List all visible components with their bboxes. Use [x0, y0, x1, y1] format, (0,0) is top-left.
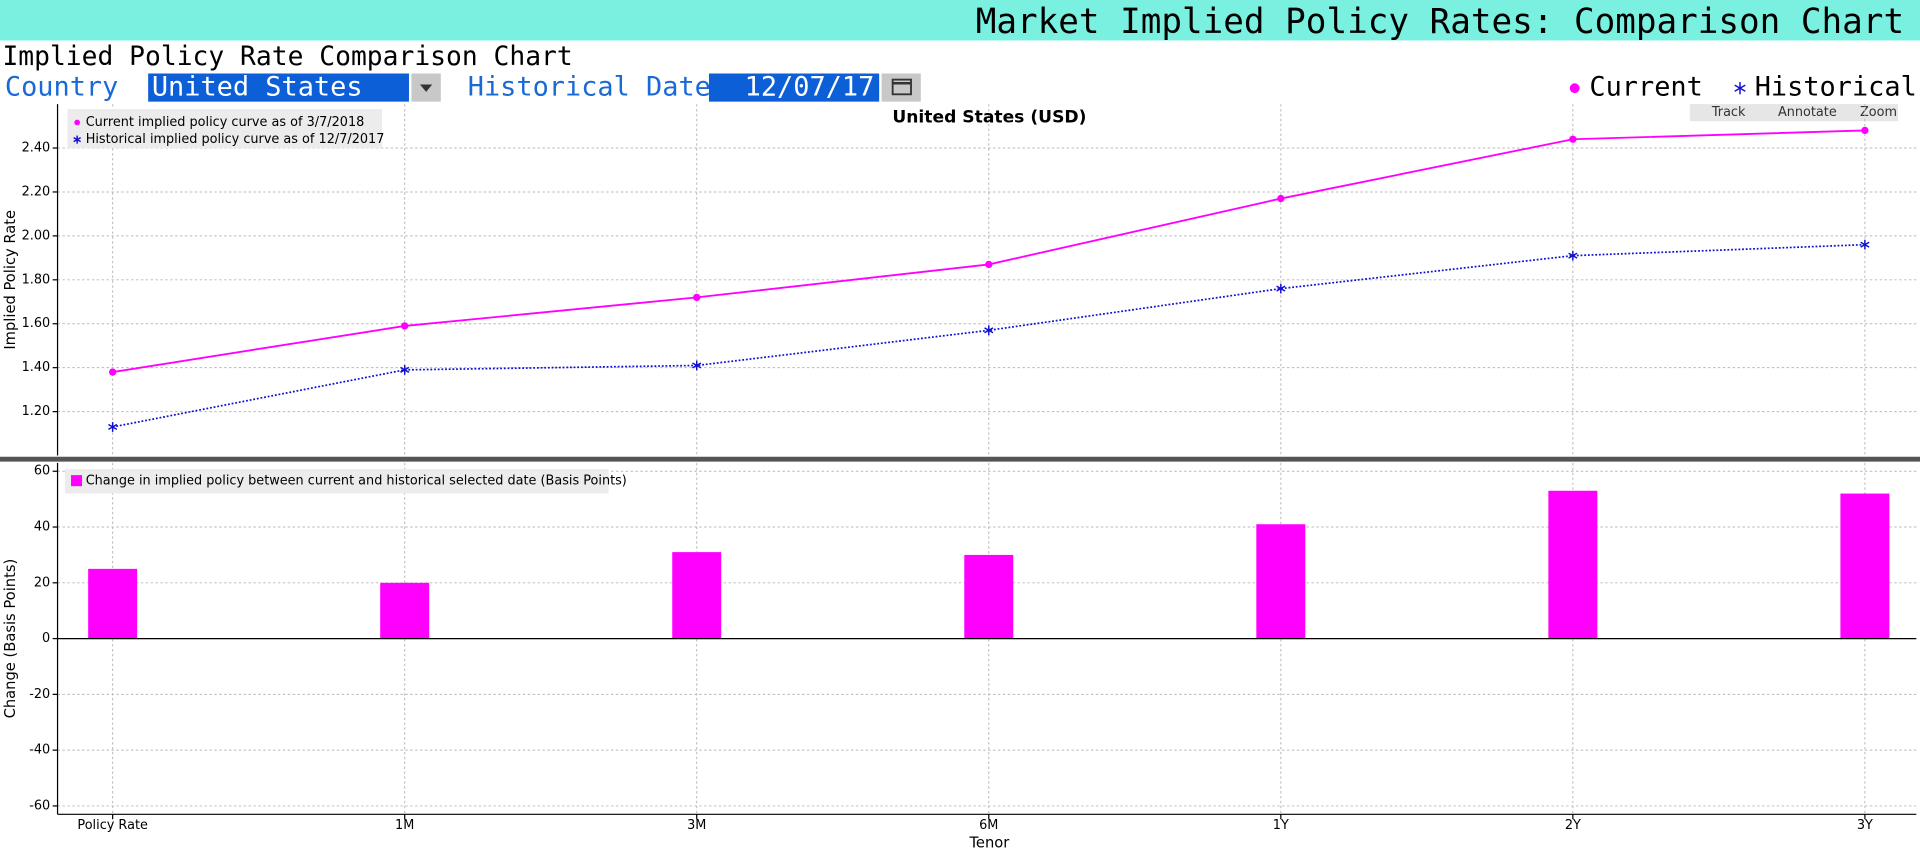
point — [1277, 194, 1285, 203]
toolbar-button[interactable]: Zoom — [1860, 105, 1897, 120]
point-stroke — [1860, 241, 1870, 248]
subtitle: Implied Policy Rate Comparison Chart — [2, 42, 572, 72]
y-tick-label: 20 — [34, 575, 50, 590]
y-tick-label: 1.60 — [22, 316, 51, 331]
point — [1860, 239, 1870, 250]
chart-title: United States (USD) — [892, 108, 1086, 128]
point — [73, 135, 82, 144]
country-value[interactable]: United States — [152, 72, 363, 103]
bar — [1548, 490, 1598, 639]
point — [108, 422, 118, 432]
bar — [1840, 493, 1890, 639]
y-tick-label: -40 — [29, 743, 50, 758]
x-tick-label: Policy Rate — [77, 818, 148, 833]
x-tick-label: 3M — [687, 818, 706, 833]
bar — [964, 554, 1014, 639]
y-tick-label: 1.40 — [22, 360, 51, 375]
point — [1861, 126, 1869, 135]
legend-box — [67, 108, 383, 149]
country-label: Country — [5, 72, 118, 103]
y-axis-label: Change (Basis Points) — [2, 559, 19, 719]
point — [1569, 135, 1577, 143]
date-input[interactable] — [708, 73, 880, 102]
date-value[interactable]: 12/07/17 — [745, 72, 875, 103]
point — [1568, 250, 1578, 261]
y-tick-label: 2.20 — [22, 184, 51, 199]
y-tick-label: 40 — [34, 520, 50, 535]
point — [1734, 82, 1746, 95]
bar — [380, 582, 430, 639]
point-stroke — [108, 423, 118, 431]
arrow-icon — [420, 84, 433, 92]
x-axis-label: Tenor — [968, 835, 1010, 852]
y-tick-label: -20 — [29, 687, 50, 702]
toolbar — [1689, 104, 1898, 122]
point-stroke — [692, 362, 702, 369]
bar — [88, 568, 138, 639]
legend-label: Historical implied policy curve as of 12… — [86, 132, 385, 147]
point — [985, 260, 993, 269]
legend-entry: Current — [1589, 72, 1702, 103]
point-stroke — [1734, 84, 1746, 92]
calendar-icon — [891, 78, 912, 96]
y-tick-label: 0 — [42, 631, 50, 646]
legend-box — [64, 469, 609, 494]
x-tick-label: 3Y — [1857, 818, 1873, 833]
point — [692, 360, 702, 371]
toolbar-button[interactable]: Track — [1711, 105, 1746, 120]
legend-label: Current implied policy curve as of 3/7/2… — [86, 115, 365, 130]
bar — [1256, 524, 1306, 639]
x-tick-label: 1Y — [1273, 818, 1289, 833]
y-tick-label: 2.40 — [22, 141, 51, 156]
point — [1569, 83, 1580, 94]
x-tick-label: 2Y — [1565, 818, 1581, 833]
point — [984, 325, 994, 336]
point — [1276, 283, 1286, 294]
legend-entry: Historical — [1755, 72, 1917, 103]
point — [108, 368, 117, 376]
y-tick-label: -60 — [29, 798, 50, 813]
x-tick-label: 6M — [979, 818, 998, 833]
y-tick-label: 60 — [34, 464, 50, 479]
point — [693, 293, 701, 302]
point-stroke — [400, 366, 410, 373]
point-stroke — [1276, 285, 1286, 292]
bar — [672, 552, 722, 639]
point-stroke — [984, 327, 994, 334]
y-axis-label: Implied Policy Rate — [2, 210, 19, 350]
calendar-button[interactable] — [881, 73, 921, 102]
legend-swatch — [71, 475, 83, 487]
y-tick-label: 1.80 — [22, 272, 51, 287]
point — [400, 364, 410, 375]
header-bar — [0, 0, 1920, 41]
header-title: Market Implied Policy Rates: Comparison … — [976, 2, 1904, 42]
point — [401, 322, 409, 330]
legend-label: Change in implied policy between current… — [86, 474, 627, 489]
point-stroke — [1568, 252, 1578, 259]
point-stroke — [73, 136, 82, 143]
toolbar-button[interactable]: Annotate — [1778, 105, 1837, 120]
country-dropdown[interactable] — [148, 73, 409, 102]
y-tick-label: 1.20 — [22, 404, 51, 419]
point — [74, 119, 80, 126]
date-label: Historical Date — [468, 72, 711, 103]
y-tick-label: 2.00 — [22, 228, 51, 243]
x-tick-label: 1M — [395, 818, 414, 833]
